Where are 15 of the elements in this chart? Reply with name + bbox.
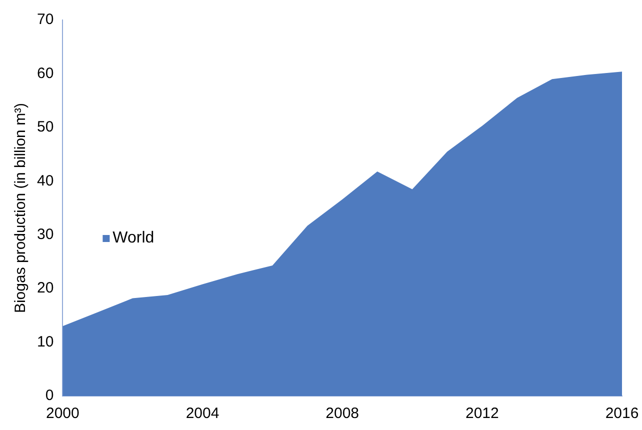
y-tick-label: 60 (36, 64, 54, 82)
x-tick-label: 2004 (186, 405, 220, 422)
y-tick-label: 40 (36, 172, 54, 190)
legend-label: World (112, 229, 154, 246)
y-tick-label: 20 (36, 280, 54, 297)
y-axis-title: Biogas production (in billion m³) (12, 102, 30, 314)
x-tick-label: 2016 (605, 405, 639, 422)
y-tick-label: 30 (36, 226, 54, 243)
x-tick-label: 2008 (326, 405, 360, 422)
y-tick-label: 50 (36, 118, 54, 136)
x-tick-label: 2000 (46, 405, 80, 422)
y-tick-label: 10 (36, 333, 54, 350)
y-tick-label: 70 (36, 11, 54, 28)
y-tick-label: 0 (45, 387, 54, 404)
x-tick-label: 2012 (465, 405, 499, 422)
